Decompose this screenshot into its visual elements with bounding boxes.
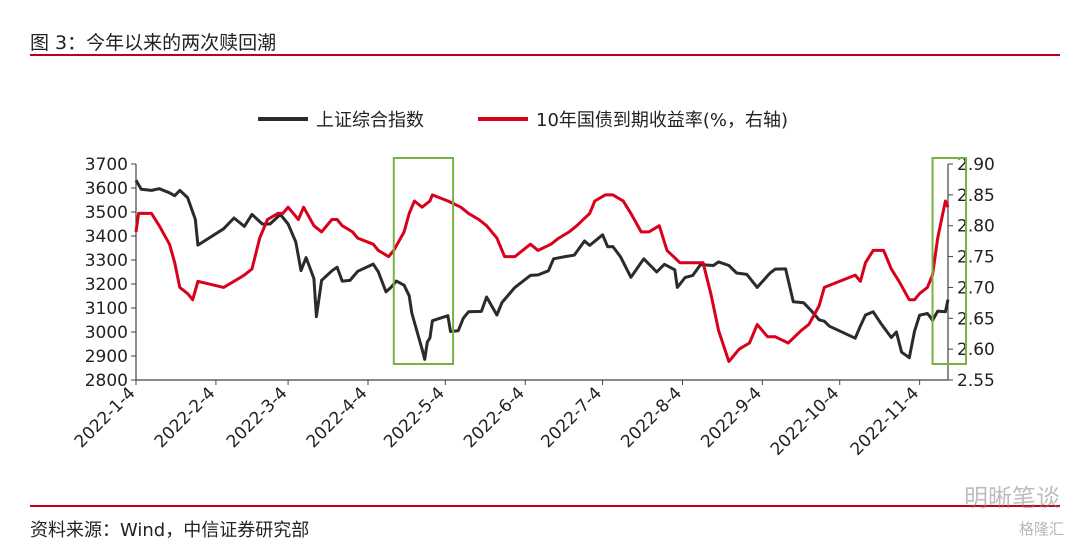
watermark-logo: 格隆汇 (1018, 520, 1064, 538)
right-tick-label: 2.80 (957, 217, 995, 237)
left-tick-label: 3500 (85, 203, 128, 223)
left-tick-label: 3700 (85, 155, 128, 175)
x-tick-label: 2022-6-4 (460, 383, 529, 452)
right-tick-label: 2.65 (957, 309, 995, 329)
x-tick-label: 2022-8-4 (617, 383, 686, 452)
left-tick-label: 3000 (85, 323, 128, 343)
x-tick-label: 2022-7-4 (537, 383, 606, 452)
x-tick-label: 2022-9-4 (697, 383, 766, 452)
x-tick-label: 2022-5-4 (380, 383, 449, 452)
bottom-rule (30, 505, 1060, 507)
source-note: 资料来源：Wind，中信证券研究部 (30, 520, 310, 541)
highlight-box (931, 157, 968, 365)
x-tick-label: 2022-4-4 (303, 383, 372, 452)
highlight-box (392, 157, 455, 365)
watermark-text: 明晰笔谈 (964, 484, 1060, 512)
x-tick-label: 2022-2-4 (151, 383, 220, 452)
right-tick-label: 2.70 (957, 278, 995, 298)
left-tick-label: 3600 (85, 179, 128, 199)
series-line-shanghai-index (134, 179, 950, 361)
series-line-10y-bond-yield (134, 193, 950, 363)
left-tick-label: 2900 (85, 347, 128, 367)
x-tick-label: 2022-3-4 (223, 383, 292, 452)
x-tick-label: 2022-10-4 (767, 383, 843, 459)
right-tick-label: 2.85 (957, 186, 995, 206)
x-tick-label: 2022-1-4 (71, 383, 140, 452)
right-tick-label: 2.60 (957, 340, 995, 360)
left-tick-label: 3300 (85, 251, 128, 271)
left-tick-label: 3200 (85, 275, 128, 295)
legend-label-10y-bond-yield: 10年国债到期收益率(%，右轴) (536, 110, 788, 131)
right-tick-label: 2.55 (957, 371, 995, 391)
left-tick-label: 2800 (85, 371, 128, 391)
legend-label-shanghai-index: 上证综合指数 (316, 110, 424, 131)
top-rule (30, 54, 1060, 56)
left-tick-label: 3400 (85, 227, 128, 247)
chart-title: 图 3：今年以来的两次赎回潮 (30, 32, 277, 54)
left-tick-label: 3100 (85, 299, 128, 319)
right-tick-label: 2.75 (957, 248, 995, 268)
x-tick-label: 2022-11-4 (847, 383, 923, 459)
